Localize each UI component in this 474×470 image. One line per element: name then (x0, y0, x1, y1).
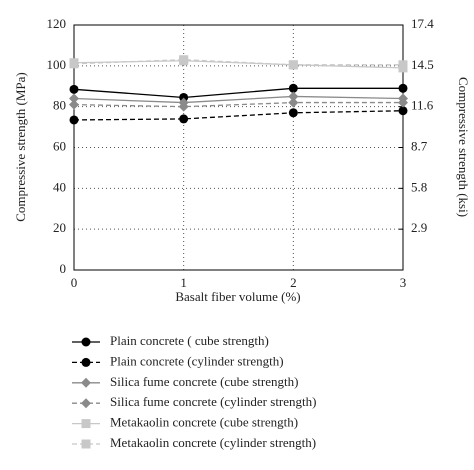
legend-label: Silica fume concrete (cube strength) (110, 374, 298, 389)
plot-frame (73, 24, 404, 271)
y-tick-label: 60 (53, 138, 66, 153)
legend-marker (81, 337, 91, 347)
data-point (178, 101, 189, 112)
y-axis-label: Compressive strength (MPa) (13, 72, 28, 221)
legend-marker (81, 439, 91, 449)
data-point (179, 114, 189, 124)
x-tick-label: 1 (180, 275, 187, 290)
series-line (73, 101, 403, 108)
y-tick-label: 120 (47, 16, 67, 31)
legend-marker (81, 357, 91, 367)
data-point (398, 97, 408, 108)
data-point (69, 59, 79, 69)
legend-marker (81, 377, 91, 388)
legend-label: Plain concrete (cylinder strength) (110, 353, 284, 368)
data-point (288, 108, 298, 118)
series-line (73, 110, 404, 121)
data-point (398, 83, 408, 93)
data-point (69, 99, 79, 110)
series-line (73, 87, 403, 99)
legend-label: Plain concrete ( cube strength) (110, 333, 269, 348)
series-line (73, 59, 403, 66)
data-point (288, 60, 298, 70)
legend-marker (81, 419, 91, 429)
series-line (73, 95, 404, 104)
data-point (179, 92, 189, 102)
data-point (288, 91, 299, 102)
data-point (69, 93, 79, 104)
y-tick-label: 0 (60, 261, 67, 276)
legend-label: Metakaolin concrete (cube strength) (110, 415, 298, 430)
data-point (179, 55, 189, 65)
y-tick-label: 100 (47, 57, 67, 72)
data-point (398, 60, 408, 70)
y-tick-label: 40 (53, 179, 66, 194)
y2-tick-label: 8.7 (411, 138, 428, 153)
x-tick-label: 0 (71, 275, 78, 290)
y-tick-label: 80 (53, 98, 66, 113)
y-tick-label: 20 (53, 220, 66, 235)
legend-label: Silica fume concrete (cylinder strength) (110, 394, 316, 409)
data-point (69, 115, 79, 125)
data-point (69, 84, 79, 94)
legend-marker (81, 398, 91, 409)
legend-label: Metakaolin concrete (cylinder strength) (110, 435, 316, 450)
y2-tick-label: 5.8 (411, 179, 427, 194)
y2-tick-label: 17.4 (411, 16, 434, 31)
x-axis-label: Basalt fiber volume (%) (175, 289, 300, 304)
y2-tick-label: 14.5 (411, 57, 434, 72)
data-point (288, 83, 298, 93)
y2-tick-label: 11.6 (411, 98, 434, 113)
data-point (398, 106, 408, 116)
x-tick-label: 3 (400, 275, 407, 290)
x-tick-label: 2 (290, 275, 297, 290)
data-point (288, 97, 299, 108)
y2-axis-label: Compressive strength (ksi) (456, 77, 471, 217)
y2-tick-label: 2.9 (411, 220, 427, 235)
